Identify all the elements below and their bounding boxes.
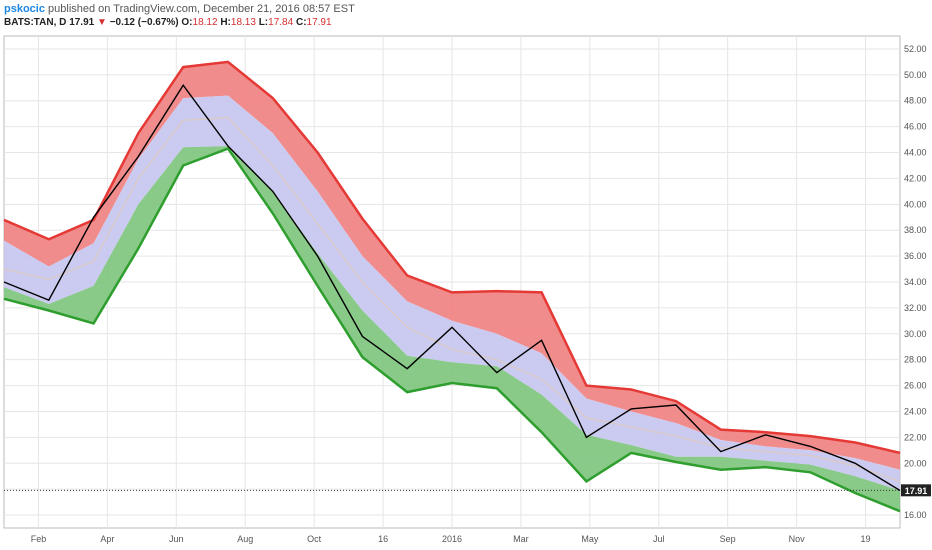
lower-band-line [3,147,901,513]
x-tick-label: Nov [789,534,806,544]
publish-info: published on TradingView.com, December 2… [48,3,355,15]
y-tick-label: 36.00 [904,251,927,261]
x-tick-label: May [581,534,599,544]
last-price-label: 17.91 [905,486,928,496]
y-tick-label: 30.00 [904,329,927,339]
x-tick-label: Feb [31,534,47,544]
close-label: C: [295,17,307,28]
x-tick-label: Mar [513,534,529,544]
x-tick-label: Aug [237,534,253,544]
open-value: 18.12 [192,17,218,28]
last-price-badge [901,484,931,497]
symbol-label: BATS:TAN, D [4,17,67,28]
x-tick-label: 19 [861,534,871,544]
x-tick-label: 16 [378,534,388,544]
high-value: 18.13 [230,17,256,28]
x-tick-label: Jun [169,534,184,544]
y-tick-label: 34.00 [904,277,927,287]
y-tick-label: 20.00 [904,458,927,468]
y-tick-label: 32.00 [904,303,927,313]
down-arrow-icon: ▼ [97,17,107,28]
band-areas [4,61,900,512]
series-lines [3,60,901,513]
last-price: 17.91 [69,17,95,28]
y-tick-label: 28.00 [904,355,927,365]
y-tick-label: 42.00 [904,173,927,183]
y-tick-label: 26.00 [904,381,927,391]
price-change: −0.12 (−0.67%) [109,17,179,28]
publish-header: pskocic published on TradingView.com, De… [4,2,355,16]
y-tick-label: 44.00 [904,148,927,158]
y-tick-label: 52.00 [904,44,927,54]
upper-band-line [3,60,901,455]
low-label: L: [258,17,269,28]
y-tick-label: 46.00 [904,122,927,132]
y-tick-label: 38.00 [904,225,927,235]
middle-band-area [4,95,900,491]
x-tick-label: Jul [653,534,665,544]
open-label: O: [181,17,193,28]
x-tick-label: Sep [720,534,736,544]
axes: 16.0018.0020.0022.0024.0026.0028.0030.00… [4,44,931,544]
quote-bar: BATS:TAN, D 17.91 ▼ −0.12 (−0.67%) O:18.… [4,16,332,30]
midline-series [3,116,901,483]
y-tick-label: 40.00 [904,199,927,209]
y-tick-label: 16.00 [904,510,927,520]
y-tick-label: 48.00 [904,96,927,106]
author-link[interactable]: pskocic [4,3,45,15]
close-value: 17.91 [306,17,332,28]
high-label: H: [220,17,231,28]
x-tick-label: 2016 [442,534,462,544]
low-value: 17.84 [268,17,294,28]
price-series-line [3,83,901,492]
x-tick-label: Apr [100,534,114,544]
y-tick-label: 50.00 [904,70,927,80]
y-tick-label: 24.00 [904,406,927,416]
y-tick-label: 22.00 [904,432,927,442]
x-tick-label: Oct [307,534,322,544]
